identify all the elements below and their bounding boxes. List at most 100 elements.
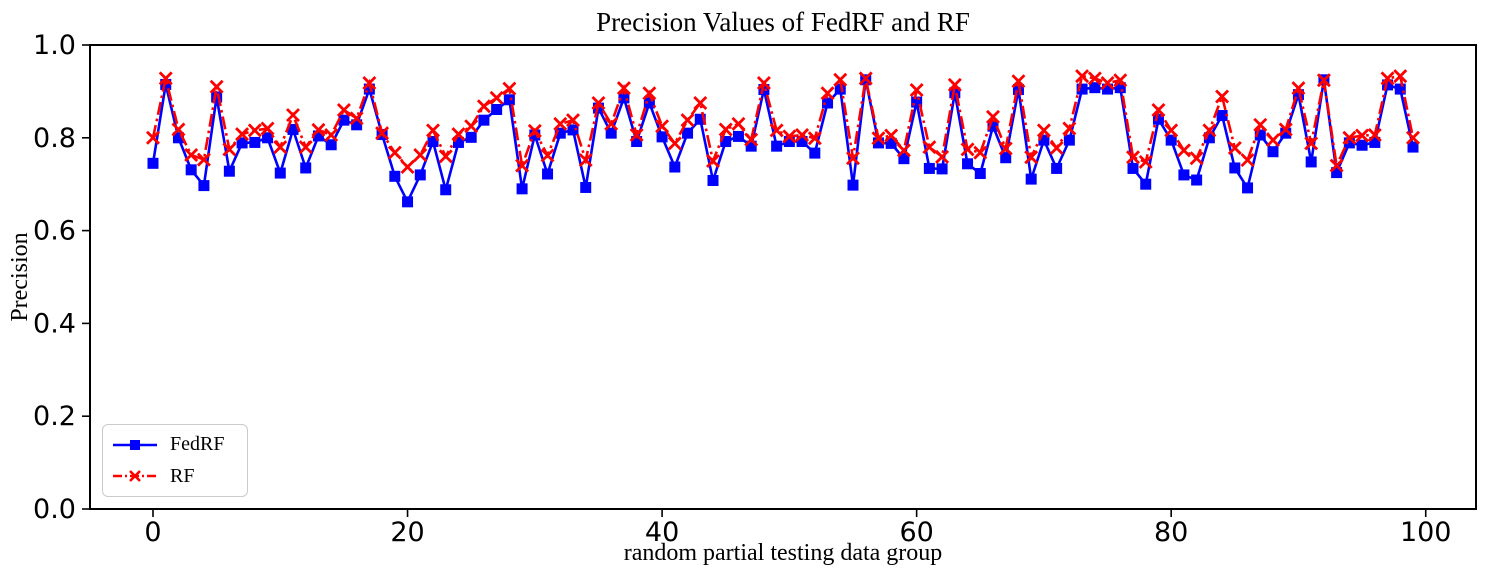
rf-marker <box>1049 141 1064 155</box>
fedrf-marker <box>1343 137 1355 149</box>
fedrf-marker <box>478 114 490 126</box>
fedrf-marker <box>618 92 630 104</box>
fedrf-marker <box>745 140 757 152</box>
rf-marker <box>858 71 873 86</box>
rf-marker <box>1151 102 1166 117</box>
fedrf-marker <box>1063 134 1075 146</box>
rf-marker <box>540 148 555 163</box>
fedrf-marker <box>1114 82 1126 94</box>
fedrf-marker <box>834 83 846 95</box>
rf-marker <box>184 147 199 162</box>
rf-marker <box>756 76 771 91</box>
fedrf-marker <box>516 183 528 195</box>
fedrf-marker <box>147 157 159 169</box>
rf-marker <box>438 149 453 164</box>
fedrf-marker <box>796 136 808 148</box>
fedrf-marker <box>1051 162 1063 174</box>
fedrf-marker <box>1305 156 1317 168</box>
fedrf-marker <box>465 131 477 143</box>
fedrf-marker <box>656 131 668 143</box>
fedrf-marker <box>707 174 719 186</box>
rf-marker <box>222 142 237 157</box>
fedrf-marker <box>1191 174 1203 186</box>
rf-marker <box>922 140 937 155</box>
fedrf-marker <box>185 164 197 176</box>
rf-marker <box>1189 151 1204 166</box>
rf-marker <box>1240 153 1255 168</box>
rf-marker <box>693 96 708 110</box>
fedrf-marker <box>1089 82 1101 94</box>
fedrf-marker <box>1229 162 1241 174</box>
fedrf-marker <box>402 196 414 208</box>
fedrf-marker <box>1203 132 1215 144</box>
rf-marker <box>1126 150 1140 165</box>
fedrf-marker <box>1140 178 1152 190</box>
rf-marker <box>706 154 720 168</box>
rf-marker <box>413 147 428 162</box>
x-tick-label: 60 <box>899 517 933 548</box>
rf-marker <box>311 122 326 137</box>
fedrf-marker <box>771 140 783 152</box>
rf-marker <box>769 123 784 138</box>
fedrf-marker <box>1407 141 1419 153</box>
rf-marker <box>833 72 848 87</box>
rf-marker <box>1304 136 1319 151</box>
fedrf-marker <box>809 147 821 159</box>
fedrf-marker <box>1165 134 1177 146</box>
fedrf-marker <box>325 139 337 151</box>
rf-marker <box>1406 130 1420 145</box>
legend-line-sample-fedrf <box>113 439 157 450</box>
fedrf-marker <box>682 127 694 139</box>
rf-marker <box>476 99 491 114</box>
fedrf-marker <box>911 96 923 108</box>
rf-marker <box>489 90 504 105</box>
fedrf-marker <box>1127 162 1139 174</box>
fedrf-marker <box>1102 83 1114 95</box>
rf-marker <box>324 128 339 143</box>
rf-marker <box>1227 141 1242 155</box>
rf-marker <box>960 142 975 157</box>
rf-marker <box>566 113 580 128</box>
rf-marker <box>1380 71 1395 86</box>
rf-marker <box>642 86 657 101</box>
fedrf-marker <box>440 184 452 196</box>
rf-marker <box>1278 122 1293 137</box>
rf-marker <box>527 123 542 138</box>
fedrf-marker <box>172 132 184 144</box>
rf-marker <box>209 79 224 94</box>
rf-marker <box>247 123 262 138</box>
x-axis-label: random partial testing data group <box>623 540 943 566</box>
fedrf-marker <box>631 136 643 148</box>
rf-marker <box>286 108 300 123</box>
rf-marker <box>515 158 530 173</box>
rf-marker <box>158 71 173 86</box>
fedrf-marker <box>783 136 795 148</box>
rf-marker <box>909 83 924 97</box>
fedrf-marker <box>249 136 261 148</box>
fedrf-marker <box>1000 152 1012 164</box>
rf-marker <box>782 129 797 144</box>
fedrf-marker <box>554 127 566 139</box>
series-rf <box>146 69 1420 175</box>
legend-line-sample-rf <box>113 470 157 483</box>
rf-marker <box>896 143 911 158</box>
rf-marker <box>846 151 860 166</box>
fedrf-marker <box>389 170 401 182</box>
rf-marker <box>795 128 810 143</box>
fedrf-marker <box>974 168 986 180</box>
rf-marker <box>349 111 364 126</box>
rf-marker <box>1113 73 1128 88</box>
rf-marker <box>451 127 466 142</box>
fedrf-marker <box>1076 83 1088 95</box>
fedrf-marker <box>923 162 935 174</box>
rf-marker <box>986 109 1000 124</box>
rf-marker <box>884 128 899 143</box>
rf-marker <box>362 76 377 91</box>
legend: FedRF RF <box>102 424 248 497</box>
y-tick-label: 0.8 <box>33 123 76 154</box>
rf-marker <box>1138 154 1153 169</box>
rf-marker <box>1316 73 1331 88</box>
fedrf-marker <box>1254 129 1266 141</box>
chart-title: Precision Values of FedRF and RF <box>596 7 970 37</box>
fedrf-marker <box>962 158 974 170</box>
